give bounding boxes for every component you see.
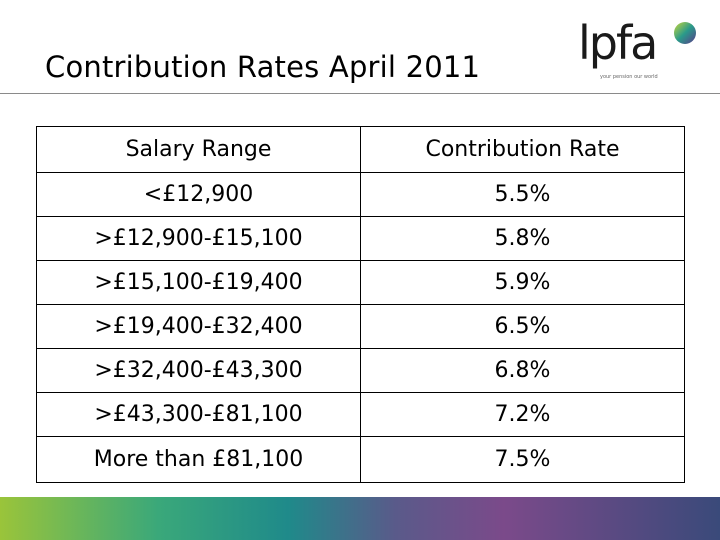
lpfa-logo: lpfa your pension our world <box>578 20 698 90</box>
salary-range-cell: >£43,300-£81,100 <box>36 392 361 437</box>
slide-title: Contribution Rates April 2011 <box>45 50 481 84</box>
table-header-row: Salary Range Contribution Rate <box>36 126 685 173</box>
salary-range-cell: >£32,400-£43,300 <box>36 348 361 393</box>
contribution-rate-cell: 5.8% <box>360 216 685 261</box>
contribution-rate-cell: 6.8% <box>360 348 685 393</box>
logo-spot-icon <box>674 22 696 44</box>
salary-range-cell: More than £81,100 <box>36 436 361 483</box>
salary-range-cell: <£12,900 <box>36 172 361 217</box>
contribution-rate-cell: 5.5% <box>360 172 685 217</box>
salary-range-cell: >£12,900-£15,100 <box>36 216 361 261</box>
contribution-rate-cell: 7.2% <box>360 392 685 437</box>
table-row: >£19,400-£32,400 6.5% <box>36 304 685 349</box>
logo-wordmark: lpfa <box>578 16 658 70</box>
contribution-rate-cell: 6.5% <box>360 304 685 349</box>
contribution-rates-table: Salary Range Contribution Rate <£12,900 … <box>36 126 685 483</box>
salary-range-cell: >£19,400-£32,400 <box>36 304 361 349</box>
header-contribution-rate: Contribution Rate <box>360 126 685 173</box>
contribution-rate-cell: 7.5% <box>360 436 685 483</box>
table-row: >£32,400-£43,300 6.8% <box>36 348 685 393</box>
table-row: >£43,300-£81,100 7.2% <box>36 392 685 437</box>
contribution-rate-cell: 5.9% <box>360 260 685 305</box>
table-row: More than £81,100 7.5% <box>36 436 685 483</box>
footer-gradient-band <box>0 497 720 540</box>
table-row: <£12,900 5.5% <box>36 172 685 217</box>
table-row: >£12,900-£15,100 5.8% <box>36 216 685 261</box>
logo-tagline: your pension our world <box>600 74 658 80</box>
header-salary-range: Salary Range <box>36 126 361 173</box>
header-divider <box>0 93 720 94</box>
table-row: >£15,100-£19,400 5.9% <box>36 260 685 305</box>
salary-range-cell: >£15,100-£19,400 <box>36 260 361 305</box>
